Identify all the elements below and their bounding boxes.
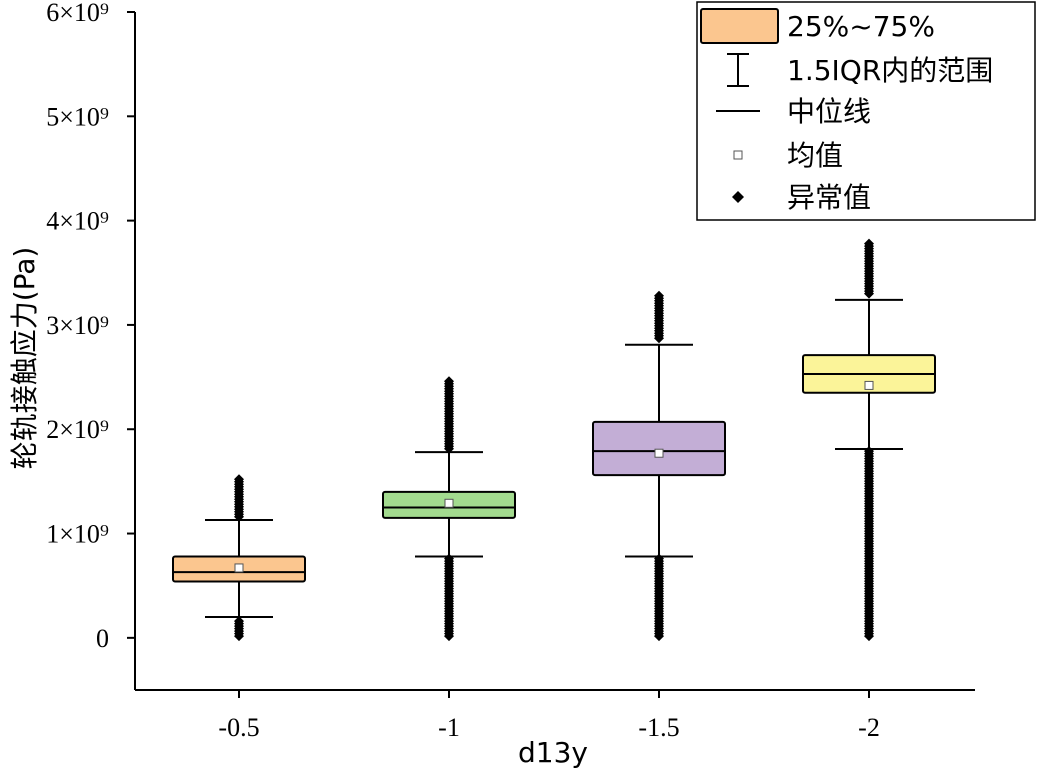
box-group--1 (382, 376, 516, 642)
legend-label: 异常值 (787, 181, 871, 214)
box-group--2 (802, 238, 936, 642)
y-tick-label: 4×10⁹ (46, 207, 109, 236)
legend-label: 25%~75% (787, 10, 935, 43)
x-tick-label: -1.5 (638, 713, 679, 742)
y-tick-label: 5×10⁹ (46, 102, 109, 131)
y-tick-label: 2×10⁹ (46, 415, 109, 444)
y-axis-title: 轮轨接触应力(Pa) (8, 247, 41, 470)
legend-label: 均值 (787, 139, 843, 172)
legend-box-symbol (700, 8, 779, 44)
outlier-low-marker (864, 631, 874, 642)
outlier-low-marker (444, 631, 454, 642)
legend-mean-symbol (733, 150, 743, 160)
x-tick-label: -1 (438, 713, 460, 742)
outlier-high-marker (864, 288, 874, 299)
boxes-layer (172, 238, 936, 642)
legend-label: 中位线 (787, 95, 871, 128)
iqr-box (592, 420, 726, 477)
y-tick-label: 3×10⁹ (46, 311, 109, 340)
mean-marker (864, 380, 874, 390)
mean-marker (654, 448, 664, 458)
box-group--1.5 (592, 290, 726, 642)
mean-marker (234, 563, 244, 573)
legend-label: 1.5IQR内的范围 (787, 54, 993, 87)
x-axis-title: d13y (518, 736, 588, 769)
x-tick-label: -0.5 (218, 713, 259, 742)
mean-marker (444, 498, 454, 508)
outlier-low-marker (654, 631, 664, 642)
y-tick-label: 1×10⁹ (46, 520, 109, 549)
box-group--0.5 (172, 474, 306, 642)
outlier-high-marker (654, 333, 664, 344)
x-tick-label: -2 (858, 713, 880, 742)
y-tick-label: 0 (96, 624, 109, 653)
legend-outlier-symbol (732, 191, 744, 203)
axes-layer: 0 1×10⁹ 2×10⁹ 3×10⁹ 4×10⁹ 5×10⁹ 6×10⁹ -0.5 -1 -1.… (46, 0, 975, 742)
y-tick-label: 6×10⁹ (46, 0, 109, 27)
outlier-low-marker (234, 631, 244, 642)
